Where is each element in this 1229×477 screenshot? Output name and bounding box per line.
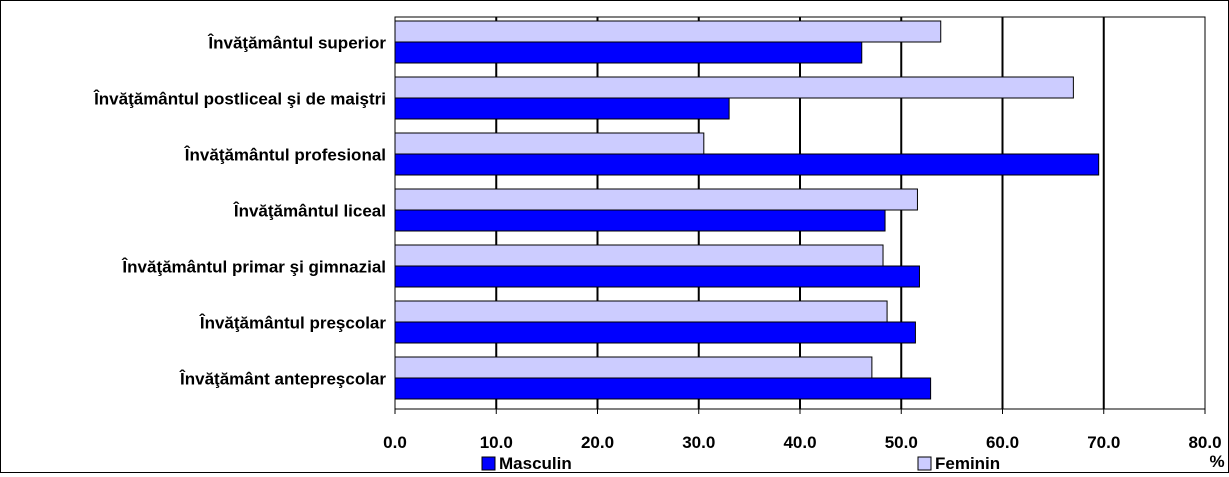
bar-masculin [394, 97, 730, 120]
category-labels: Învăţământul superior Învăţământul postli… [93, 33, 386, 388]
bar-masculin [394, 153, 1100, 176]
x-tick-label: 50.0 [885, 433, 918, 452]
bar-feminin [394, 356, 873, 379]
x-tick-label: 40.0 [783, 433, 816, 452]
bar-feminin [394, 132, 705, 155]
legend-label: Masculin [499, 454, 572, 472]
category-label: Învăţământul liceal [233, 201, 386, 220]
x-tick-label: 80.0 [1188, 433, 1221, 452]
bar-masculin [394, 377, 932, 400]
category-label: Învăţământul postliceal şi de maiştri [93, 89, 386, 108]
bar-masculin [394, 41, 863, 64]
bar-masculin [394, 321, 916, 344]
category-label: Învăţământul primar şi gimnazial [121, 257, 386, 276]
x-tick-labels: 0.0 10.0 20.0 30.0 40.0 50.0 60.0 70.0 80.0 [383, 433, 1221, 452]
x-tick-label: 0.0 [383, 433, 407, 452]
x-tick-label: 60.0 [986, 433, 1019, 452]
bar-feminin [394, 300, 888, 323]
x-tick-label: 30.0 [682, 433, 715, 452]
category-label: Învăţământ antepreşcolar [179, 369, 386, 388]
x-tick-label: 70.0 [1087, 433, 1120, 452]
bar-feminin [394, 20, 942, 43]
legend: Masculin Feminin [481, 454, 1000, 473]
legend-swatch [481, 456, 496, 471]
bar-feminin [394, 76, 1074, 99]
bar-feminin [394, 244, 884, 267]
x-unit-label: % [1209, 452, 1224, 471]
bar-masculin [394, 209, 886, 232]
plot-area-border [394, 16, 1206, 410]
bars [394, 20, 1100, 400]
category-label: Învăţământul profesional [184, 145, 386, 164]
x-tick-label: 20.0 [581, 433, 614, 452]
category-label: Învăţământul preşcolar [199, 313, 387, 332]
x-tick-label: 10.0 [480, 433, 513, 452]
legend-label: Feminin [935, 454, 1000, 472]
bar-masculin [394, 265, 920, 288]
category-label: Învăţământul superior [207, 33, 386, 52]
legend-swatch [917, 456, 932, 471]
bar-feminin [394, 188, 918, 211]
